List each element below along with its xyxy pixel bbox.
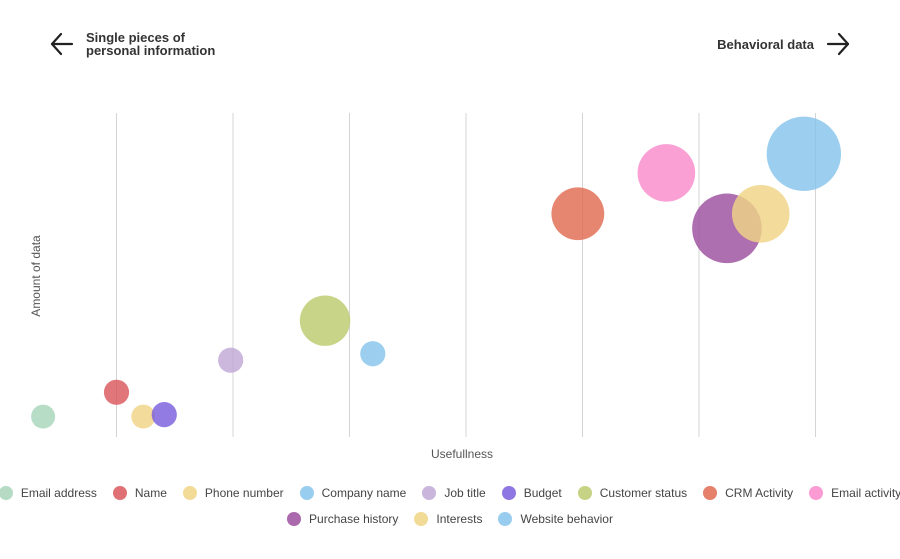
x-axis-label: Usefullness (431, 447, 493, 461)
bubble-email-activity[interactable] (637, 144, 696, 202)
arrow-right-icon (824, 30, 852, 58)
bubble-crm-activity[interactable] (551, 187, 605, 241)
legend-row: Purchase history Interests Website behavio… (287, 512, 613, 526)
legend-item[interactable]: Job title (422, 486, 486, 500)
legend-swatch (703, 486, 718, 500)
legend-label: Budget (523, 486, 562, 500)
legend-item[interactable]: Email activity (809, 486, 900, 500)
bubble-chart: Amount of data Usefullness (29, 113, 842, 461)
gridlines (116, 113, 816, 437)
legend-swatch (287, 512, 302, 526)
bubble-job-title[interactable] (218, 347, 244, 373)
legend-item[interactable]: Name (112, 486, 167, 500)
bubble-phone-number[interactable] (131, 404, 156, 429)
legend-swatch (0, 486, 13, 500)
legend-item[interactable]: Email address (0, 486, 97, 500)
bubble-interests[interactable] (731, 184, 790, 243)
chart-legend: Email address Name Phone number Company nam… (0, 486, 900, 526)
chart-header: Single pieces of personal information Be… (0, 0, 900, 90)
legend-label: CRM Activity (725, 486, 794, 500)
arrow-left-icon (48, 30, 76, 58)
legend-label: Name (134, 486, 167, 500)
legend-swatch (299, 486, 314, 500)
legend-item[interactable]: Interests (414, 512, 482, 526)
legend-item[interactable]: Website behavior (498, 512, 613, 526)
legend-item[interactable]: Purchase history (287, 512, 398, 526)
legend-swatch (422, 486, 437, 500)
legend-swatch (501, 486, 516, 500)
legend-item[interactable]: Budget (501, 486, 562, 500)
legend-label: Email activity (831, 486, 900, 500)
header-right: Behavioral data (717, 30, 852, 58)
bubble-website-behavior[interactable] (766, 116, 842, 192)
legend-row: Email address Name Phone number Company nam… (0, 486, 900, 500)
legend-label: Interests (436, 512, 483, 526)
legend-item[interactable]: Customer status (577, 486, 688, 500)
legend-swatch (498, 512, 513, 526)
legend-swatch (809, 486, 824, 500)
legend-label: Customer status (599, 486, 688, 500)
legend-swatch (414, 512, 429, 526)
bubble-company-name[interactable] (360, 341, 386, 367)
bubbles (31, 116, 842, 429)
y-axis-label: Amount of data (29, 235, 43, 317)
legend-swatch (182, 486, 197, 500)
legend-item[interactable]: Company name (299, 486, 407, 500)
legend-label: Phone number (204, 486, 284, 500)
legend-label: Email address (20, 486, 97, 500)
legend-item[interactable]: CRM Activity (703, 486, 793, 500)
legend-swatch (112, 486, 127, 500)
legend-label: Job title (444, 486, 486, 500)
header-right-label: Behavioral data (717, 36, 814, 52)
header-left: Single pieces of personal information (48, 30, 215, 58)
legend-label: Website behavior (520, 512, 613, 526)
legend-swatch (577, 486, 592, 500)
legend-item[interactable]: Phone number (182, 486, 284, 500)
header-left-label: Single pieces of personal information (86, 30, 216, 58)
bubble-customer-status[interactable] (299, 295, 351, 346)
legend-label: Company name (321, 486, 407, 500)
bubble-email-address[interactable] (31, 404, 56, 429)
legend-label: Purchase history (309, 512, 399, 526)
bubble-name[interactable] (103, 379, 130, 405)
bubble-budget[interactable] (151, 402, 177, 428)
